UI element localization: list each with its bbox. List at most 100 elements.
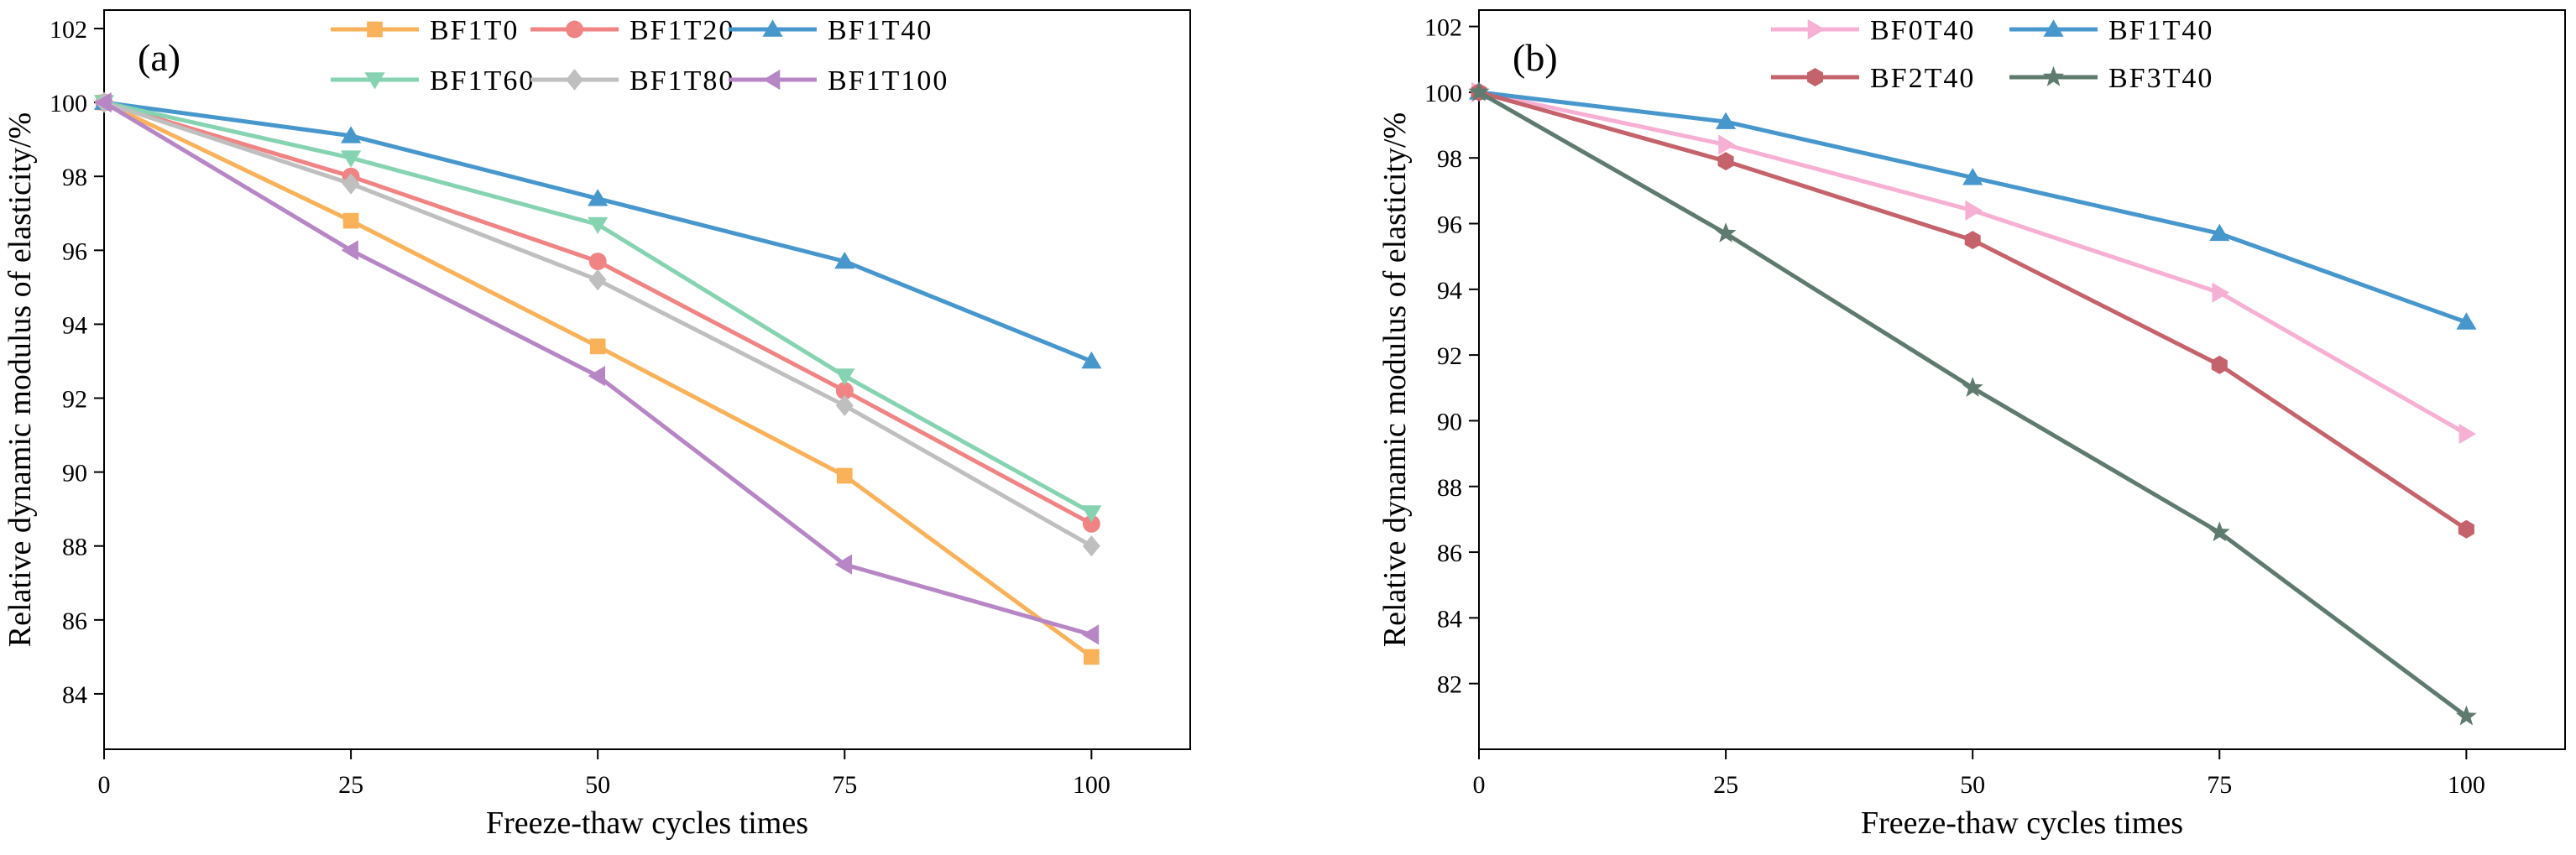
y-tick-label: 94 <box>1437 277 1462 305</box>
y-tick-label: 88 <box>1437 474 1462 502</box>
y-tick-label: 82 <box>1437 671 1462 699</box>
data-point <box>588 268 607 291</box>
x-tick-label: 50 <box>585 771 610 799</box>
data-point <box>588 216 609 234</box>
legend-marker <box>364 72 385 90</box>
data-point <box>94 92 112 113</box>
data-point <box>836 467 853 484</box>
data-point <box>2458 519 2474 539</box>
series-line <box>1477 90 2468 718</box>
data-point <box>588 253 607 270</box>
y-tick-label: 94 <box>62 311 87 339</box>
x-tick-label: 0 <box>98 771 111 799</box>
data-point <box>342 212 359 229</box>
panel-label: (a) <box>138 36 180 79</box>
x-tick-label: 25 <box>338 771 363 799</box>
plot-frame <box>103 9 1191 750</box>
chart-panel-a: 0 25 50 75 100 84 86 88 90 92 94 96 98 100 102 Freeze-t… <box>3 9 1191 841</box>
data-point <box>2212 282 2229 303</box>
data-point <box>2458 424 2476 445</box>
y-tick-label: 90 <box>62 460 87 487</box>
legend-label: BF2T40 <box>1870 63 1975 94</box>
y-tick-label: 88 <box>62 534 87 561</box>
data-point <box>1717 152 1734 171</box>
legend-marker <box>566 20 583 39</box>
data-point <box>1965 200 1983 221</box>
x-axis-label: Freeze-thaw cycles times <box>486 805 808 841</box>
series-line <box>1478 90 2468 531</box>
data-point <box>834 368 855 386</box>
legend-entry: BF1T100 <box>729 65 948 96</box>
legend-label: BF1T60 <box>430 65 535 96</box>
series-line <box>102 100 1093 637</box>
data-point <box>2455 705 2477 726</box>
legend-label: BF1T100 <box>828 65 948 96</box>
data-point <box>835 394 854 416</box>
data-point <box>588 366 605 387</box>
y-tick-label: 102 <box>1424 14 1462 42</box>
x-tick-label: 75 <box>2207 771 2232 799</box>
data-point <box>835 382 854 400</box>
series-BF1T60 <box>93 95 1102 523</box>
series-BF1T100 <box>94 92 1100 645</box>
y-axis-label: Relative dynamic modulus of elasticity/% <box>1377 112 1413 647</box>
legend-marker <box>566 69 583 91</box>
legend-label: BF1T80 <box>630 65 734 96</box>
legend-marker <box>1807 68 1823 86</box>
y-tick-label: 90 <box>1437 408 1462 435</box>
legend-entry: BF1T0 <box>331 15 517 46</box>
panel-label: (b) <box>1513 36 1558 79</box>
legend-marker <box>2043 19 2064 37</box>
legend-entry: BF1T20 <box>530 15 734 46</box>
y-tick-label: 100 <box>50 90 87 117</box>
data-point <box>2211 355 2228 374</box>
legend: BF0T40 BF1T40 BF2T40 BF3T40 <box>1771 15 2213 94</box>
data-point <box>1962 168 1983 185</box>
legend-label: BF3T40 <box>2108 63 2213 94</box>
x-tick-label: 50 <box>1960 771 1985 799</box>
y-tick-label: 84 <box>1437 605 1462 633</box>
legend-entry: BF1T80 <box>530 65 734 96</box>
x-axis-label: Freeze-thaw cycles times <box>1861 805 2183 841</box>
data-point <box>1081 624 1100 645</box>
legend-entry: BF1T40 <box>2009 15 2213 46</box>
legend: BF1T0 BF1T20 BF1T40 BF1T60 BF1T80 BF1T100 <box>331 15 948 96</box>
legend-label: BF0T40 <box>1870 15 1975 46</box>
data-point <box>1716 112 1737 129</box>
x-tick-label: 75 <box>832 771 857 799</box>
data-point <box>341 240 358 261</box>
legend-entry: BF1T60 <box>331 65 535 96</box>
legend-entry: BF2T40 <box>1771 63 1975 94</box>
series-BF3T40 <box>1468 81 2477 726</box>
y-tick-label: 96 <box>1437 211 1462 239</box>
y-tick-label: 98 <box>62 164 87 191</box>
x-tick-label: 100 <box>2448 771 2485 799</box>
data-point <box>342 173 360 195</box>
y-tick-label: 86 <box>1437 540 1462 567</box>
y-tick-label: 86 <box>62 607 87 635</box>
legend-marker <box>367 21 383 38</box>
y-tick-label: 100 <box>1424 80 1462 107</box>
series-line <box>103 100 1093 515</box>
x-tick-label: 100 <box>1073 771 1110 799</box>
y-tick-label: 84 <box>62 681 87 709</box>
data-point <box>341 126 362 143</box>
legend-marker <box>1807 18 1826 40</box>
data-point <box>2456 312 2477 330</box>
data-point <box>1718 134 1736 155</box>
series-BF2T40 <box>1471 82 2474 539</box>
x-tick-label: 0 <box>1473 771 1486 799</box>
series-line <box>103 100 1093 548</box>
legend-entry: BF3T40 <box>2009 63 2213 94</box>
x-tick-label: 25 <box>1713 771 1738 799</box>
legend-label: BF1T40 <box>2108 15 2213 46</box>
y-tick-label: 98 <box>1437 145 1462 173</box>
plot-frame <box>1478 9 2566 750</box>
data-point <box>2209 223 2230 242</box>
data-point <box>1081 351 1102 369</box>
legend-label: BF1T20 <box>630 15 734 46</box>
data-point <box>1082 514 1100 533</box>
data-point <box>589 338 606 355</box>
legend-marker <box>2042 65 2065 86</box>
